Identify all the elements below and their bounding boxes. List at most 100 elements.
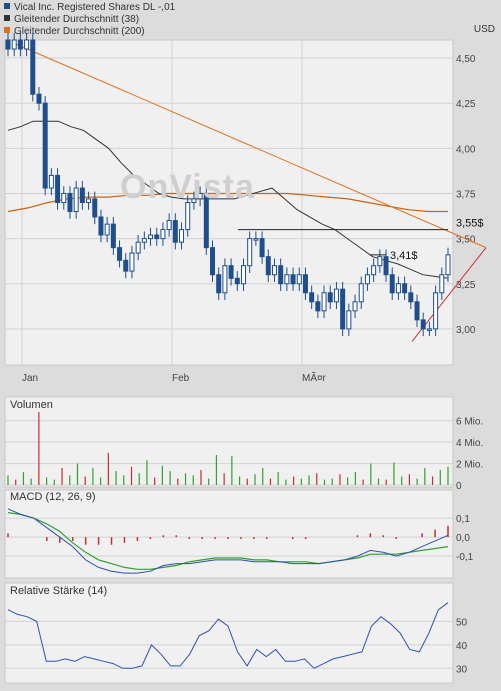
candle-body xyxy=(284,274,290,285)
price-panel xyxy=(4,39,454,366)
candle-body xyxy=(172,220,178,243)
candle-body xyxy=(179,229,185,243)
candle-body xyxy=(296,274,302,285)
candle-body xyxy=(11,39,17,50)
currency-label: USD xyxy=(473,24,495,35)
y-tick-label: -0,1 xyxy=(456,552,474,563)
series-line-macd xyxy=(7,508,449,574)
candle-body xyxy=(210,247,216,276)
rsi-panel xyxy=(4,582,454,684)
y-tick-label: 3,50 xyxy=(456,235,476,246)
candle-body xyxy=(36,93,42,104)
y-tick-label: 0 xyxy=(456,481,462,492)
legend-swatch xyxy=(4,3,10,9)
candle-body xyxy=(92,198,98,218)
series-line-ma38 xyxy=(7,120,449,279)
y-tick-label: 40 xyxy=(456,641,468,652)
annotation-label: 3,41$ xyxy=(390,250,418,262)
candle-body xyxy=(290,274,296,285)
candle-body xyxy=(104,223,110,236)
x-tick-label: Jan xyxy=(22,373,38,384)
x-tick-label: MÃ¤r xyxy=(302,371,327,384)
y-tick-label: 4,00 xyxy=(456,144,476,155)
candle-body xyxy=(315,301,321,312)
candle-body xyxy=(377,256,383,267)
candle-body xyxy=(402,283,408,294)
candle-body xyxy=(389,274,395,294)
candle-body xyxy=(216,274,222,294)
trend-line-down xyxy=(14,43,487,249)
candle-body xyxy=(309,292,315,303)
candle-body xyxy=(166,220,172,231)
candle-body xyxy=(420,319,426,330)
candle-body xyxy=(253,238,259,241)
y-tick-label: 0,1 xyxy=(456,514,470,525)
candle-body xyxy=(148,234,154,240)
y-tick-label: 2 Mio. xyxy=(456,460,483,471)
candle-body xyxy=(278,265,284,285)
candle-body xyxy=(408,292,414,303)
candle-body xyxy=(247,238,253,267)
candle-body xyxy=(321,292,327,312)
macd-chart: 0,1 0,0 -0,1 xyxy=(5,508,474,574)
y-tick-label: 0,0 xyxy=(456,533,470,544)
candle-body xyxy=(302,274,308,294)
candle-body xyxy=(185,202,191,231)
candle-body xyxy=(228,265,234,279)
candle-body xyxy=(191,198,197,203)
y-tick-label: 3,00 xyxy=(456,325,476,336)
y-tick-label: 4,50 xyxy=(456,54,476,65)
candle-body xyxy=(141,238,147,243)
y-tick-label: 30 xyxy=(456,664,468,675)
candle-body xyxy=(86,198,92,203)
candle-body xyxy=(240,265,246,285)
candle-body xyxy=(5,39,11,50)
price-chart: 4,50 4,25 4,00 3,75 3,50 3,25 3,00 Jan Feb MÃ¤r 3,… xyxy=(5,32,487,384)
candle-body xyxy=(67,192,73,213)
candle-body xyxy=(333,288,339,303)
y-tick-label: 50 xyxy=(456,617,468,628)
candle-body xyxy=(259,238,265,258)
y-tick-label: 4 Mio. xyxy=(456,438,483,449)
candle-body xyxy=(433,292,439,330)
candle-body xyxy=(371,265,377,276)
candle-body xyxy=(383,256,389,276)
annotation-label: 3,55$ xyxy=(456,218,484,230)
candle-body xyxy=(234,277,240,285)
legend-item-ma200: Gleitender Durchschnitt (200) xyxy=(4,26,145,38)
y-tick-label: 6 Mio. xyxy=(456,417,483,428)
volume-title: Volumen xyxy=(10,399,53,411)
candle-body xyxy=(98,216,104,236)
y-tick-label: 3,75 xyxy=(456,189,476,200)
rsi-chart: 50 40 30 xyxy=(5,602,468,675)
rsi-title: Relative Stärke (14) xyxy=(10,585,108,597)
volume-chart: 6 Mio. 4 Mio. 2 Mio. 0 xyxy=(5,412,483,492)
candle-body xyxy=(135,241,141,254)
candle-body xyxy=(340,288,346,330)
candle-body xyxy=(79,187,85,204)
candle-body xyxy=(48,174,54,189)
candle-body xyxy=(129,252,135,272)
candle-body xyxy=(265,256,271,276)
candle-body xyxy=(61,192,67,204)
candle-body xyxy=(117,247,123,261)
y-tick-label: 3,25 xyxy=(456,280,476,291)
candle-body xyxy=(395,283,401,294)
legend-swatch xyxy=(4,27,10,33)
series-line-signal xyxy=(7,512,449,570)
candle-body xyxy=(123,259,129,272)
candle-body xyxy=(203,192,209,249)
candle-body xyxy=(197,192,203,200)
y-tick-label: 4,25 xyxy=(456,99,476,110)
candle-body xyxy=(327,292,333,303)
legend-item-ma38: Gleitender Durchschnitt (38) xyxy=(4,14,139,26)
candle-body xyxy=(73,187,79,213)
candle-body xyxy=(42,102,48,189)
series-line-rsi xyxy=(7,602,449,669)
candle-body xyxy=(17,39,23,50)
macd-title: MACD (12, 26, 9) xyxy=(10,491,96,503)
macd-panel xyxy=(4,489,454,579)
candle-body xyxy=(271,265,277,276)
candle-body xyxy=(439,274,445,294)
